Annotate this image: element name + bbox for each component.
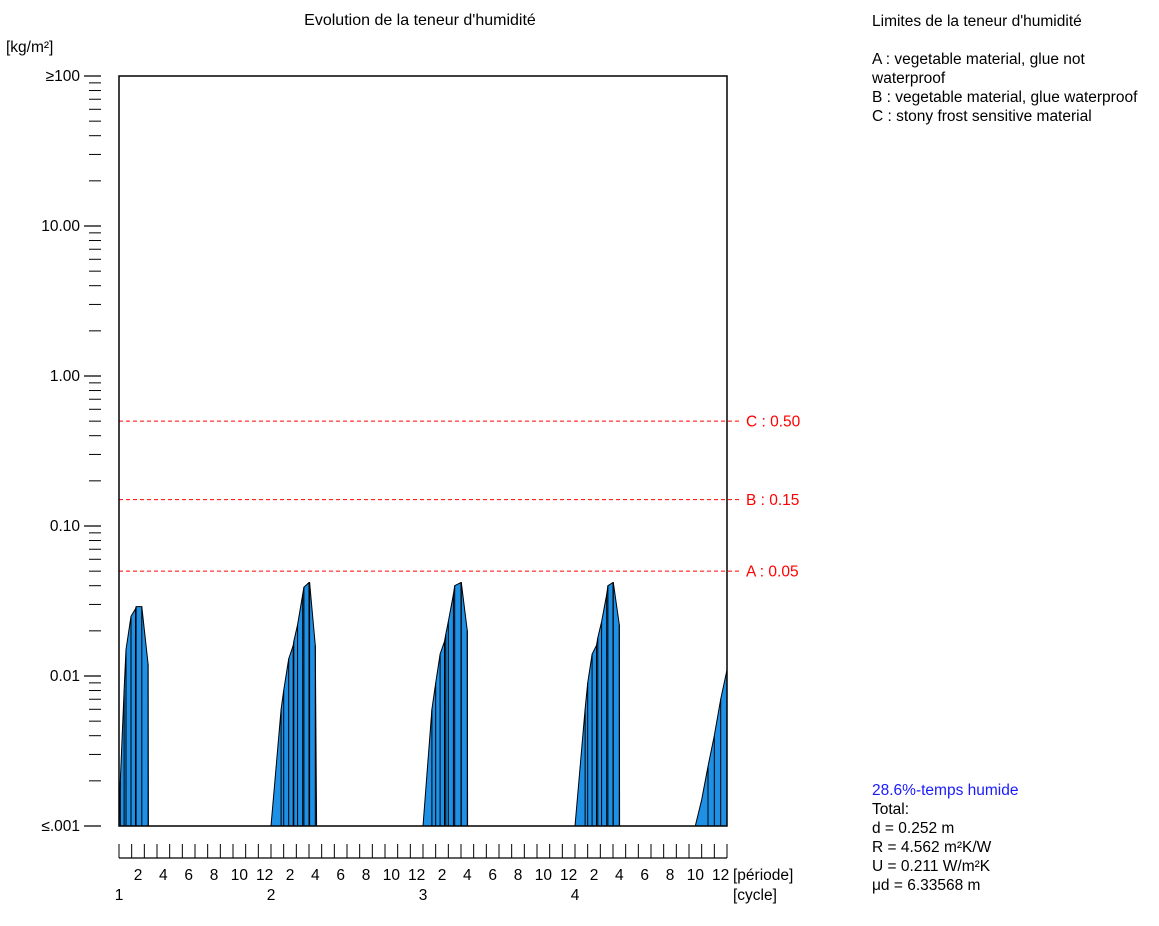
y-axis-ticks: ≥100 10.00 1.00 0.10 0.01 ≤.001 (41, 68, 101, 835)
total-label: Total: (872, 801, 910, 818)
y-axis-unit: [kg/m²] (6, 39, 53, 56)
moisture-area-1 (694, 669, 728, 827)
y-tick-label: 0.01 (50, 668, 80, 685)
x-cycle-label: 3 (419, 887, 428, 904)
y-tick-label: ≥100 (46, 68, 81, 85)
x-period-label: 4 (615, 867, 624, 884)
x-period-label: 8 (210, 867, 219, 884)
limit-label-a: A : 0.05 (746, 564, 799, 581)
legend-item-b: B : vegetable material, glue waterproof (872, 89, 1138, 106)
x-period-label: 8 (362, 867, 371, 884)
x-axis-cycle-label: [cycle] (733, 887, 777, 904)
x-period-label: 12 (712, 867, 729, 884)
x-period-label: 2 (438, 867, 447, 884)
x-period-label: 12 (256, 867, 273, 884)
limit-label-b: B : 0.15 (746, 492, 799, 509)
mu-d-value: μd = 6.33568 m (872, 877, 981, 894)
x-cycle-label: 1 (115, 887, 124, 904)
y-tick-label: ≤.001 (41, 818, 80, 835)
legend-title: Limites de la teneur d'humidité (872, 13, 1082, 30)
wet-time-percentage: 28.6%-temps humide (872, 782, 1019, 799)
thickness-value: d = 0.252 m (872, 820, 955, 837)
y-tick-label: 1.00 (50, 368, 81, 385)
x-period-label: 12 (560, 867, 577, 884)
x-period-label: 4 (463, 867, 472, 884)
x-period-label: 6 (640, 867, 649, 884)
x-period-label: 2 (134, 867, 143, 884)
x-period-label: 6 (184, 867, 193, 884)
x-period-label: 6 (336, 867, 345, 884)
x-cycle-label: 4 (571, 887, 580, 904)
x-period-label: 4 (311, 867, 320, 884)
stats-panel: 28.6%-temps humide Total: d = 0.252 m R … (872, 781, 1152, 895)
x-period-label: 10 (535, 867, 553, 884)
x-period-label: 6 (488, 867, 497, 884)
moisture-fill-layer (118, 582, 728, 827)
resistance-value: R = 4.562 m²K/W (872, 839, 992, 856)
x-period-label: 10 (383, 867, 401, 884)
plot-frame (118, 75, 728, 827)
x-period-label: 8 (514, 867, 523, 884)
x-period-label: 2 (590, 867, 599, 884)
y-tick-label: 10.00 (41, 218, 80, 235)
x-period-label: 10 (231, 867, 249, 884)
legend-item-a: A : vegetable material, glue not waterpr… (872, 51, 1085, 87)
x-axis-period-label: [période] (733, 867, 793, 884)
x-period-label: 2 (286, 867, 295, 884)
x-period-label: 10 (687, 867, 705, 884)
legend-item-c: C : stony frost sensitive material (872, 108, 1092, 125)
x-cycle-label: 2 (267, 887, 276, 904)
y-tick-label: 0.10 (50, 518, 81, 535)
x-period-label: 4 (159, 867, 168, 884)
x-period-label: 12 (408, 867, 425, 884)
u-value: U = 0.211 W/m²K (872, 858, 991, 875)
x-period-label: 8 (666, 867, 675, 884)
moisture-chart: Evolution de la teneur d'humidité [kg/m²… (6, 12, 801, 904)
chart-title: Evolution de la teneur d'humidité (304, 12, 536, 29)
moisture-area-0 (118, 582, 727, 827)
limit-label-c: C : 0.50 (746, 414, 801, 431)
limit-lines-layer: C : 0.50 B : 0.15 A : 0.05 (119, 414, 801, 581)
moisture-limits-legend: Limites de la teneur d'humidité A : vege… (872, 12, 1152, 126)
